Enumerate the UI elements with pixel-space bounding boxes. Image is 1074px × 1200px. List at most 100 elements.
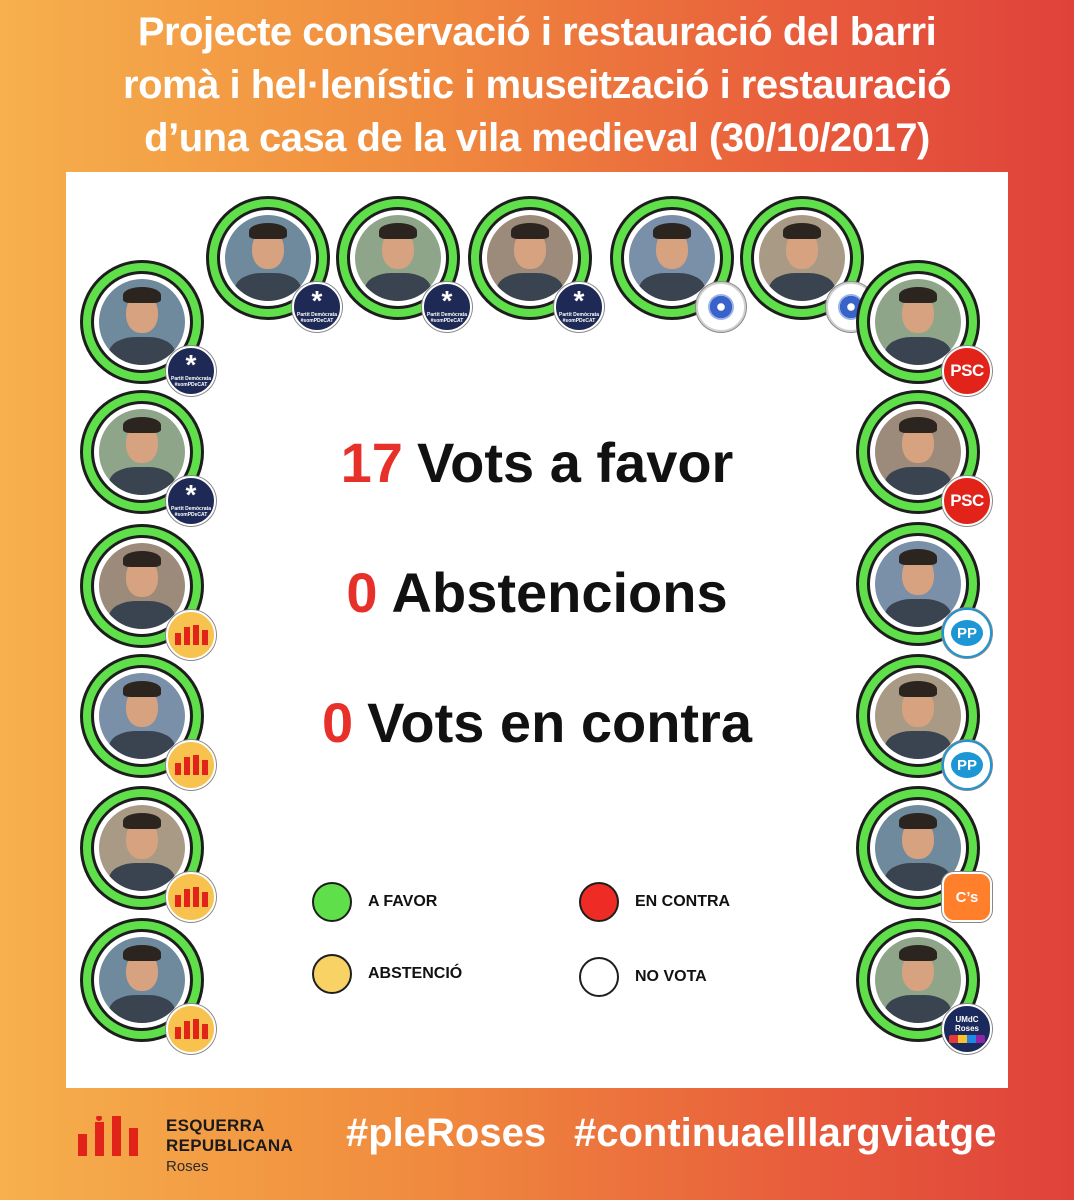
council-member: [610, 196, 746, 332]
favor-swatch: [312, 882, 352, 922]
party-badge-pdecat: * Partit Demòcrata #somPDeCAT: [166, 346, 216, 396]
member-photo: [875, 541, 961, 627]
member-photo: [875, 937, 961, 1023]
logo-line-2: REPUBLICANA: [166, 1136, 294, 1155]
title-line-2: romà i hel·lenístic i museització i rest…: [123, 63, 951, 107]
member-photo: [225, 215, 311, 301]
result-against: 0 Vots en contra: [66, 690, 1008, 755]
against-swatch: [579, 882, 619, 922]
party-badge-erc: [166, 872, 216, 922]
member-photo: [99, 805, 185, 891]
legend-against-label: EN CONTRA: [635, 893, 731, 910]
erc-bars-icon: [174, 887, 208, 907]
council-member: * Partit Demòcrata #somPDeCAT: [468, 196, 604, 332]
council-member: UMdC Roses: [856, 918, 992, 1054]
abstention-swatch: [312, 954, 352, 994]
badge-text: UMdC: [955, 1015, 979, 1024]
party-badge-cs: C’s: [942, 872, 992, 922]
party-badge-erc: [166, 740, 216, 790]
erc-logo: ESQUERRA REPUBLICANA Roses: [76, 1106, 336, 1180]
badge-text: PP: [951, 620, 983, 646]
no-vote-swatch: [579, 957, 619, 997]
result-favor: 17 Vots a favor: [66, 430, 1008, 495]
council-member: C’s: [856, 786, 992, 922]
legend-favor-label: A FAVOR: [368, 893, 438, 910]
asterisk-icon: *: [573, 285, 585, 316]
member-photo: [875, 673, 961, 759]
abstention-count: 0: [346, 561, 378, 624]
badge-text: PSC: [950, 491, 984, 510]
party-badge-pdecat: * Partit Demòcrata #somPDeCAT: [292, 282, 342, 332]
title-line-3: d’una casa de la vila medieval (30/10/20…: [144, 116, 930, 160]
council-member: [740, 196, 876, 332]
badge-sub: #somPDeCAT: [174, 512, 208, 518]
hashtag-ple-roses: #pleRoses: [346, 1111, 547, 1155]
favor-count: 17: [340, 431, 403, 494]
party-badge-pdecat: * Partit Demòcrata #somPDeCAT: [422, 282, 472, 332]
party-badge-pdecat: * Partit Demòcrata #somPDeCAT: [166, 476, 216, 526]
council-member: [80, 786, 216, 922]
council-member: PP: [856, 522, 992, 658]
badge-sub: #somPDeCAT: [430, 318, 464, 324]
member-photo: [99, 543, 185, 629]
member-photo: [99, 673, 185, 759]
against-count: 0: [322, 691, 354, 754]
legend-no-vote: NO VOTA: [579, 955, 707, 999]
council-member: * Partit Demòcrata #somPDeCAT: [206, 196, 342, 332]
council-member: [80, 918, 216, 1054]
logo-line-1: ESQUERRA: [166, 1116, 265, 1135]
logo-sub: Roses: [166, 1158, 209, 1175]
erc-bars-icon: [174, 755, 208, 775]
legend-favor: A FAVOR: [312, 880, 437, 924]
result-abstention: 0 Abstencions: [66, 560, 1008, 625]
erc-bars-icon: [174, 625, 208, 645]
asterisk-icon: *: [441, 285, 453, 316]
hashtag-continua: #continuaelllargviatge: [574, 1111, 997, 1155]
legend-no-vote-label: NO VOTA: [635, 968, 707, 985]
party-badge-erc: [166, 610, 216, 660]
member-photo: [99, 279, 185, 365]
member-photo: [355, 215, 441, 301]
asterisk-icon: *: [311, 285, 323, 316]
favor-label: Vots a favor: [416, 431, 734, 494]
council-member: [80, 524, 216, 660]
badge-text: Partit Demòcrata: [296, 312, 337, 318]
badge-sub: #somPDeCAT: [300, 318, 334, 324]
page-title: Projecte conservació i restauració del b…: [0, 6, 1074, 165]
badge-text: PP: [951, 752, 983, 778]
erc-logo-text: ESQUERRA REPUBLICANA: [166, 1116, 293, 1156]
member-photo: [99, 937, 185, 1023]
flower-icon: [708, 294, 734, 320]
member-photo: [629, 215, 715, 301]
badge-text: Partit Demòcrata: [170, 506, 211, 512]
badge-text: Partit Demòcrata: [170, 376, 211, 382]
stripes-icon: [949, 1035, 985, 1043]
member-photo: [875, 409, 961, 495]
member-photo: [487, 215, 573, 301]
badge-sub: Roses: [954, 1024, 979, 1033]
council-member: * Partit Demòcrata #somPDeCAT: [336, 196, 472, 332]
badge-text: Partit Demòcrata: [426, 312, 467, 318]
asterisk-icon: *: [185, 479, 197, 510]
asterisk-icon: *: [185, 349, 197, 380]
badge-sub: #somPDeCAT: [562, 318, 596, 324]
badge-text: PSC: [950, 361, 984, 380]
badge-sub: #somPDeCAT: [174, 382, 208, 388]
abstention-label: Abstencions: [391, 561, 728, 624]
erc-bars-icon: [174, 1019, 208, 1039]
party-badge-pp: PP: [942, 608, 992, 658]
legend-abstention: ABSTENCIÓ: [312, 952, 462, 996]
party-badge-psc: PSC: [942, 476, 992, 526]
party-badge-umdc: UMdC Roses: [942, 1004, 992, 1054]
council-member: PSC: [856, 390, 992, 526]
erc-bars-icon: [78, 1116, 138, 1156]
council-member: PSC: [856, 260, 992, 396]
legend-abstention-label: ABSTENCIÓ: [368, 965, 463, 982]
party-badge-pp: PP: [942, 740, 992, 790]
council-member: [80, 654, 216, 790]
party-badge-pdecat: * Partit Demòcrata #somPDeCAT: [554, 282, 604, 332]
badge-text: C’s: [955, 888, 979, 906]
member-photo: [759, 215, 845, 301]
party-badge-erc: [166, 1004, 216, 1054]
party-badge-psc: PSC: [942, 346, 992, 396]
